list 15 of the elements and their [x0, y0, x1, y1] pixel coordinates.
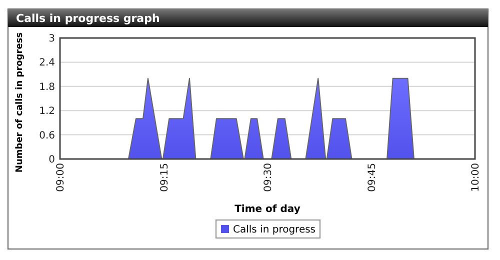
chart-title: Calls in progress graph — [16, 12, 160, 25]
x-tick-label: 09:00 — [56, 163, 66, 192]
y-tick-label: 1.8 — [39, 82, 55, 93]
y-axis-title: Number of calls in progress — [15, 32, 25, 173]
y-tick-label: 0.6 — [39, 130, 55, 142]
x-axis-title: Time of day — [234, 204, 301, 215]
x-tick-label: 09:45 — [366, 163, 378, 192]
x-tick-label: 09:30 — [263, 163, 274, 192]
y-tick-label: 3 — [48, 34, 55, 44]
y-tick-label: 1.2 — [39, 106, 55, 118]
y-tick-label: 0 — [48, 154, 55, 166]
x-tick-label: 10:00 — [470, 163, 482, 192]
y-tick-label: 2.4 — [39, 58, 55, 69]
x-tick-label: 09:15 — [159, 163, 170, 192]
legend-label: Calls in progress — [233, 224, 316, 236]
